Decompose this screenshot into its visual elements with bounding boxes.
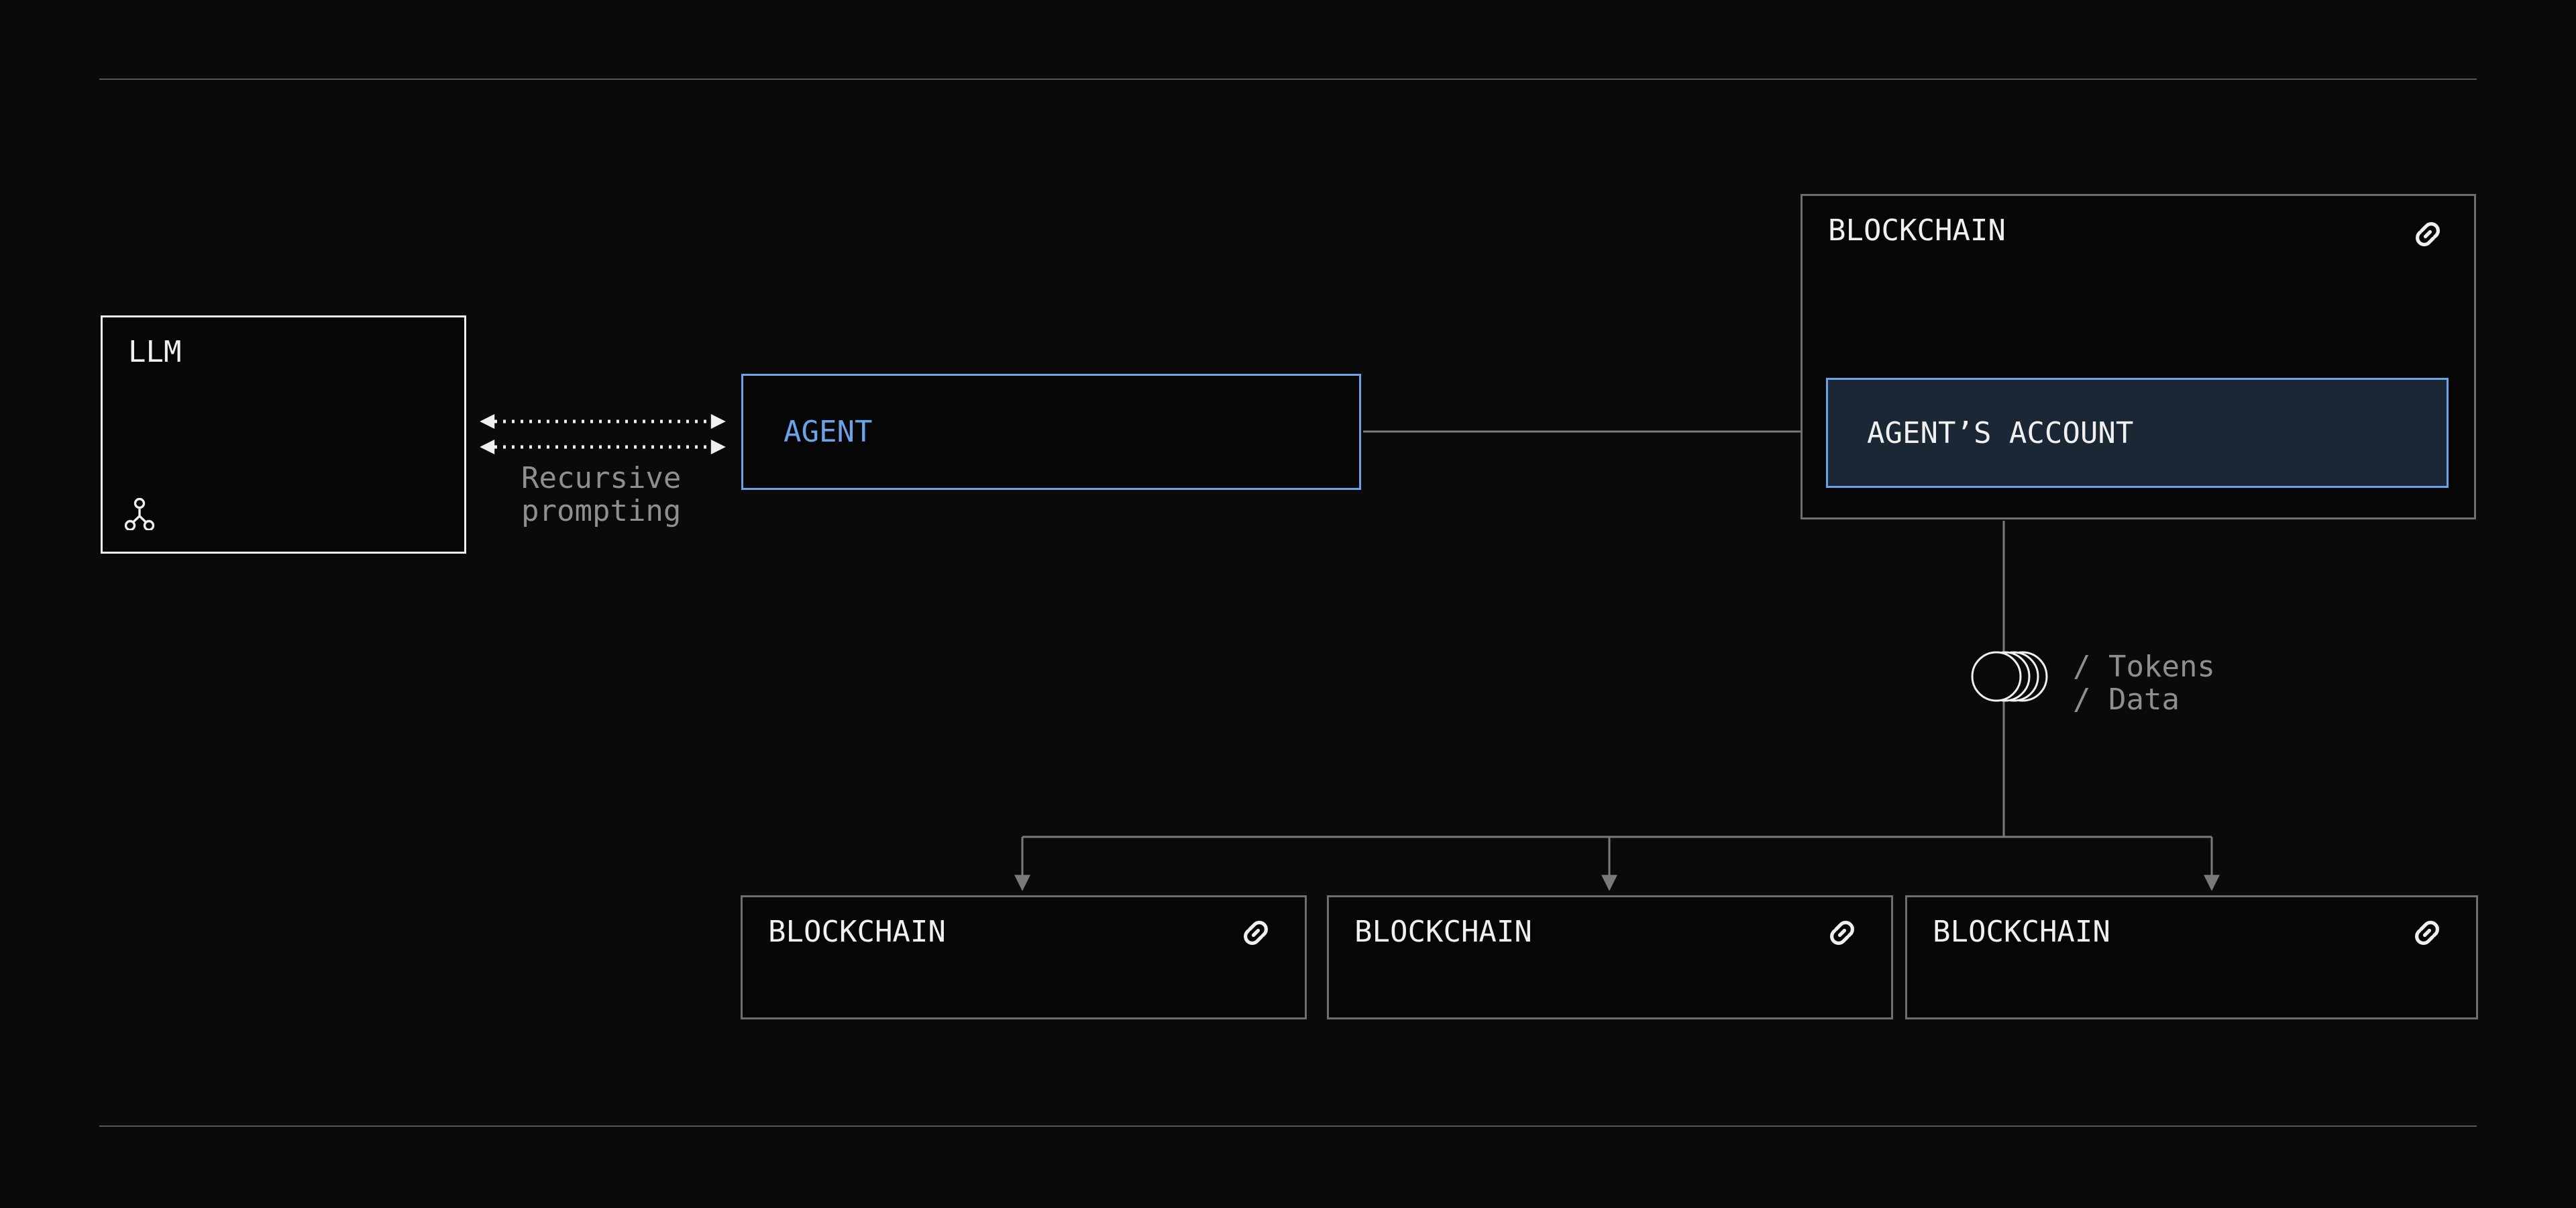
llm-box: LLM <box>101 315 466 554</box>
link-icon[interactable] <box>1238 915 1274 951</box>
link-icon[interactable] <box>2410 216 2446 252</box>
recursive-prompting-label: Recursive prompting <box>521 462 681 527</box>
llm-box-title: LLM <box>128 335 182 369</box>
agents-account-box: AGENT’S ACCOUNT <box>1826 378 2449 488</box>
recursive-line2: prompting <box>521 494 682 528</box>
agent-box: AGENT <box>741 374 1361 490</box>
agents-account-label: AGENT’S ACCOUNT <box>1867 415 2134 450</box>
nodes-icon <box>125 498 154 530</box>
blockchain-box-2: BLOCKCHAIN <box>1327 895 1893 1019</box>
blockchain-box-2-title: BLOCKCHAIN <box>1354 915 1532 949</box>
blockchain-main-box: BLOCKCHAIN AGENT’S ACCOUNT <box>1801 194 2476 519</box>
flow-line2: / Data <box>2073 683 2180 717</box>
top-divider-rule <box>99 79 2477 80</box>
recursive-prompting-arrows <box>480 414 726 454</box>
coins-icon <box>1971 651 2048 702</box>
recursive-line1: Recursive <box>521 461 682 495</box>
link-icon[interactable] <box>2409 915 2445 951</box>
distribution-connector <box>1014 836 2220 891</box>
link-icon[interactable] <box>1824 915 1860 951</box>
blockchain-box-1: BLOCKCHAIN <box>741 895 1307 1019</box>
bottom-divider-rule <box>99 1125 2477 1127</box>
blockchain-box-3-title: BLOCKCHAIN <box>1933 915 2110 949</box>
blockchain-box-1-title: BLOCKCHAIN <box>768 915 946 949</box>
tokens-data-label: / Tokens / Data <box>2073 650 2215 716</box>
blockchain-box-3: BLOCKCHAIN <box>1905 895 2478 1019</box>
blockchain-main-title: BLOCKCHAIN <box>1828 213 2006 248</box>
flow-line1: / Tokens <box>2073 650 2215 684</box>
agent-box-title: AGENT <box>784 415 873 449</box>
